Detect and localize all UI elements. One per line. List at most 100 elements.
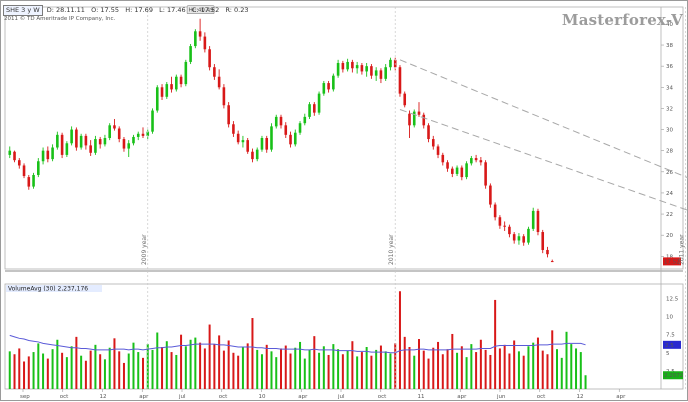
candle-body [512,234,516,241]
volume-bar [551,330,554,389]
candle [279,114,283,129]
candle-body [346,61,349,70]
candle-body [60,134,64,155]
volume-bar [503,344,506,389]
candle-body [436,146,440,155]
candle [332,73,335,92]
volume-bar [161,347,164,389]
candle [479,157,483,166]
volume-bar [570,344,573,389]
candle [251,148,254,163]
volume-bar [508,353,511,389]
candle-body [289,134,292,145]
candle-body [13,151,16,161]
volume-bar [170,352,173,389]
candle [246,138,249,154]
candle-body [284,125,288,135]
volume-bar [394,343,397,389]
candle [222,84,226,109]
volume-bar [389,353,392,389]
candle-body [374,70,378,76]
candle [60,132,64,159]
x-tick-label: jul [178,394,186,400]
volume-bar [341,354,344,389]
candle [141,127,145,138]
candle [512,232,516,244]
volume-bar [46,358,49,389]
candle-body [198,31,202,37]
candle [355,61,359,74]
volume-bar [108,347,111,389]
candle-body [489,185,492,205]
candle-body [160,87,164,97]
candle-body [484,162,487,186]
x-tick-label: apr [457,394,467,400]
x-tick-label: oct [219,394,228,400]
volume-bar [332,344,335,389]
volume-bar [118,351,121,389]
volume-bar [536,337,539,389]
candle-body [417,111,421,115]
symbol-selector[interactable]: SHE 3 y W [3,4,43,16]
candle-body [194,31,197,47]
volume-bar [479,339,482,389]
candle [336,59,340,78]
candle-body [251,151,254,160]
candle-body [403,93,407,106]
candle-body [441,154,445,163]
candle [70,126,73,146]
candle-body [146,131,150,136]
candle-body [541,232,545,250]
volume-bar [360,352,363,389]
volume-bar [541,350,544,389]
volume-bar [275,357,278,389]
candle [446,160,449,172]
candle-body [460,167,464,178]
candle [436,144,440,159]
volume-bar [270,351,273,389]
candle [398,65,402,97]
candle-body [536,210,540,233]
volume-tick-label: 10 [666,315,673,321]
candle [165,82,169,99]
x-tick-label: apr [298,394,308,400]
candle-body [431,139,435,147]
volume-bar [256,349,259,389]
candle-body [446,162,449,169]
volume-bar [199,342,202,389]
volume-bar [103,359,106,389]
candle [117,126,121,143]
candle [56,131,59,150]
volume-bar [337,349,340,389]
volume-bar [23,361,26,389]
candle [241,135,245,148]
volume-average-badge-label: 2.5 [665,343,674,349]
candle [341,60,345,73]
volume-bar [299,341,302,389]
candle-body [56,134,59,148]
candle-body [546,249,549,255]
candle [322,80,326,96]
volume-tick-label: 5 [666,351,670,357]
candle-body [474,158,478,161]
candle-body [141,133,145,136]
volume-bar [184,346,187,389]
candle [508,224,511,238]
candle [536,208,540,236]
candle-body [298,123,302,133]
price-tick-label: 38 [666,43,673,49]
candle-body [479,160,483,163]
volume-bar [384,351,387,389]
volume-bar [194,337,197,389]
candle-body [103,138,107,145]
candle-body [317,93,321,113]
candle [260,135,264,152]
candle-body [451,168,454,174]
volume-bar [489,354,492,389]
volume-bar [484,349,487,389]
volume-bar [280,348,282,389]
price-tick-label: 40 [666,22,673,28]
candle [213,64,216,80]
candle-body [260,138,264,150]
candle [51,144,54,162]
